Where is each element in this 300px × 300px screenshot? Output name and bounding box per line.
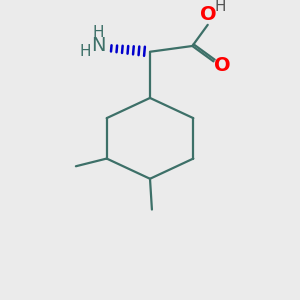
Text: O: O	[214, 56, 230, 75]
Text: H: H	[80, 44, 91, 59]
Text: O: O	[200, 5, 217, 24]
Text: H: H	[92, 25, 104, 40]
Text: N: N	[91, 37, 105, 56]
Text: H: H	[214, 0, 226, 14]
